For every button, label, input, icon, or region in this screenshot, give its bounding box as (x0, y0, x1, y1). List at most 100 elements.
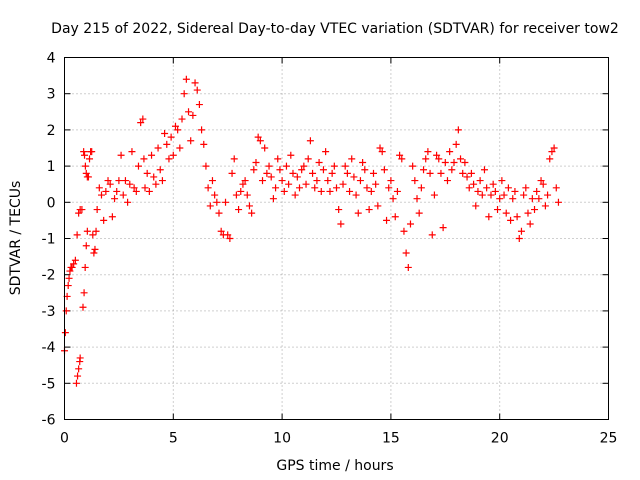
data-point (126, 180, 134, 188)
data-point (537, 177, 545, 185)
data-point (430, 191, 438, 199)
y-tick-label: -2 (42, 268, 56, 284)
data-point (385, 184, 393, 192)
data-point (83, 227, 91, 235)
data-point (550, 144, 558, 152)
data-point (289, 169, 297, 177)
data-point (79, 303, 87, 311)
data-point (88, 148, 96, 156)
data-point (443, 177, 451, 185)
x-tick-label: 10 (273, 431, 291, 447)
data-point (80, 148, 88, 156)
data-point (437, 169, 445, 177)
data-point (478, 191, 486, 199)
data-point (517, 227, 525, 235)
data-point (176, 144, 184, 152)
data-point (311, 184, 319, 192)
data-point (494, 206, 502, 214)
data-point (152, 180, 160, 188)
data-point (406, 220, 414, 228)
data-point (448, 166, 456, 174)
data-point (391, 213, 399, 221)
data-point (361, 166, 369, 174)
data-point (396, 151, 404, 159)
data-point (248, 209, 256, 217)
data-point (108, 213, 116, 221)
data-point (500, 191, 508, 199)
data-point (230, 155, 238, 163)
data-point (72, 379, 80, 387)
data-point (215, 209, 223, 217)
data-point (226, 235, 234, 242)
data-point (102, 187, 110, 195)
data-point (317, 187, 325, 195)
data-point (217, 227, 225, 235)
data-point (524, 209, 532, 217)
data-point (269, 195, 277, 203)
data-point (496, 195, 504, 203)
data-point (470, 180, 478, 188)
data-point (291, 191, 299, 199)
data-point (539, 180, 547, 188)
data-point (161, 130, 169, 138)
x-tick-label: 0 (60, 431, 69, 447)
data-point (113, 187, 121, 195)
data-point (82, 169, 90, 177)
data-point (287, 151, 295, 159)
data-point (141, 184, 149, 192)
data-point (302, 180, 310, 188)
data-point (298, 166, 306, 174)
data-point (211, 191, 219, 199)
data-point (426, 169, 434, 177)
data-point (117, 151, 125, 159)
data-point (130, 184, 138, 192)
x-tick-label: 20 (491, 431, 509, 447)
data-point (71, 256, 79, 264)
data-point (97, 191, 105, 199)
x-tick-label: 25 (600, 431, 618, 447)
data-point (189, 111, 197, 119)
data-point (359, 158, 367, 166)
data-point (195, 101, 203, 109)
data-point (339, 180, 347, 188)
data-point (485, 213, 493, 221)
data-point (156, 166, 164, 174)
data-point (104, 177, 112, 185)
data-point (259, 177, 267, 185)
y-tick-label: 1 (47, 159, 56, 175)
data-point (167, 133, 175, 141)
data-point (326, 187, 334, 195)
data-point (254, 133, 262, 141)
data-point (489, 180, 497, 188)
data-point (92, 227, 100, 235)
x-axis-label: GPS time / hours (276, 458, 393, 474)
data-point (309, 169, 317, 177)
data-point (365, 206, 373, 214)
data-point (174, 126, 182, 134)
data-point (93, 206, 101, 214)
data-point (139, 115, 147, 123)
data-point (463, 173, 471, 181)
x-tick-label: 15 (382, 431, 400, 447)
data-point (335, 206, 343, 214)
data-point (544, 191, 552, 199)
data-point (515, 235, 523, 242)
data-point (304, 155, 312, 163)
data-point (83, 173, 91, 181)
data-point (428, 231, 436, 239)
data-point (293, 173, 301, 181)
data-point (165, 155, 173, 163)
data-point (513, 213, 521, 221)
y-tick-label: 0 (47, 195, 56, 211)
y-tick-label: -4 (42, 340, 56, 356)
data-point (111, 195, 119, 203)
data-point (81, 263, 89, 271)
y-tick-label: -3 (42, 304, 56, 320)
data-point (498, 177, 506, 185)
data-point (128, 148, 136, 156)
data-point (193, 86, 201, 94)
data-point (239, 180, 247, 188)
data-point (372, 180, 380, 188)
data-point (315, 158, 323, 166)
data-point (169, 151, 177, 159)
